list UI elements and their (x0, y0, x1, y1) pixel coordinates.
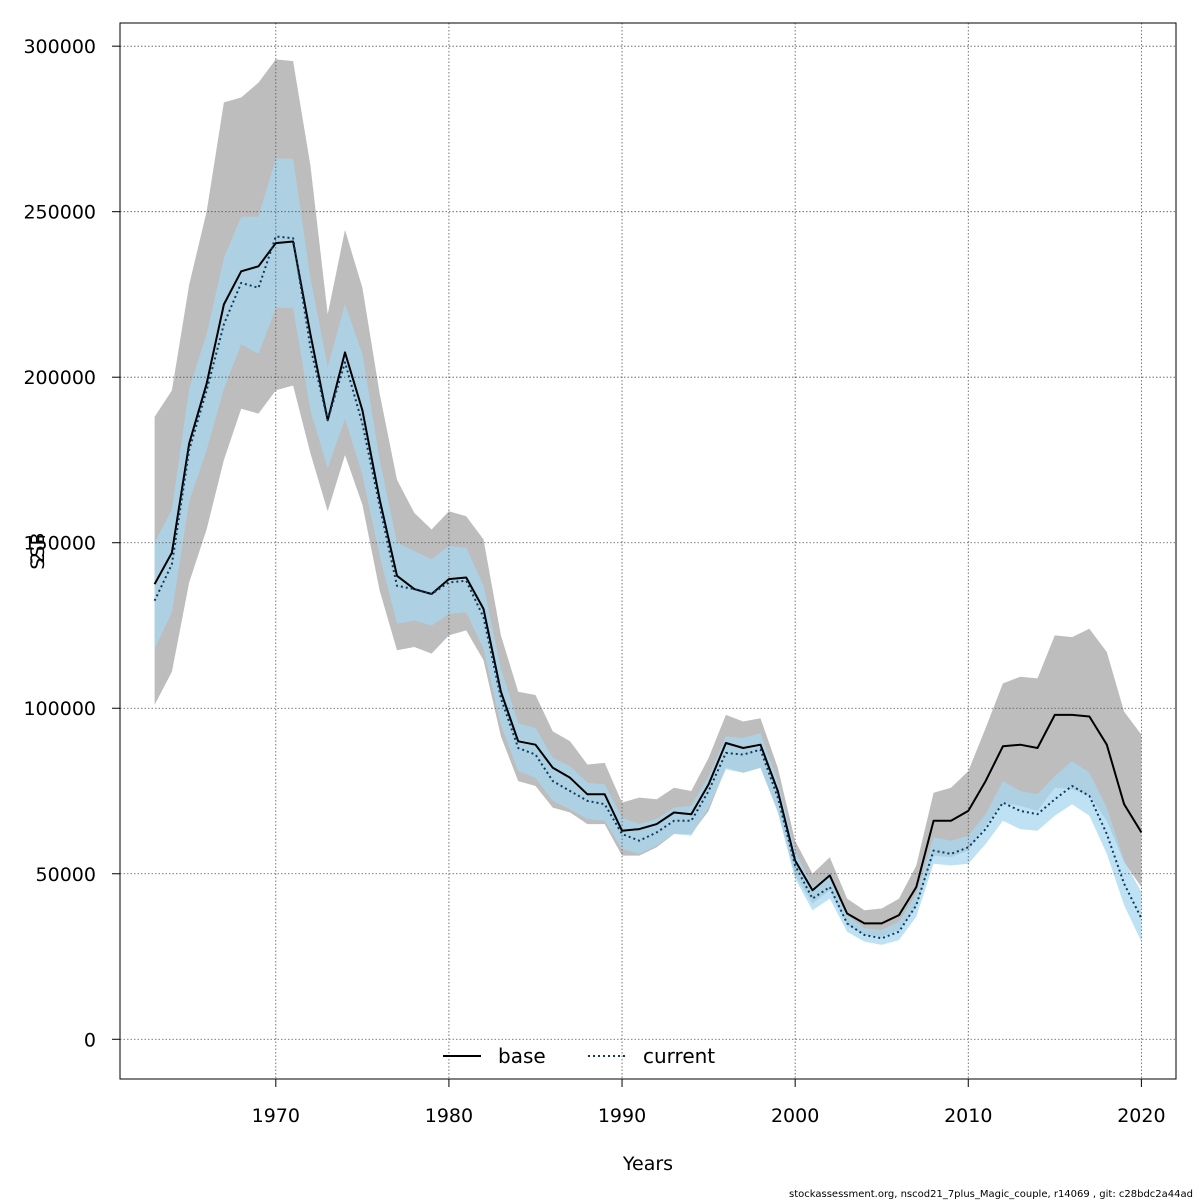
y-tick-label: 200000 (23, 367, 96, 389)
band-current (154, 158, 1142, 945)
legend: base current (443, 1044, 715, 1068)
footer-text: stockassessment.org, nscod21_7plus_Magic… (789, 1189, 1193, 1200)
x-tick-label: 2020 (1117, 1105, 1165, 1127)
axis-ticks: 1970 1980 1990 2000 2010 2020 0 50000 100000 1500… (23, 36, 1165, 1127)
x-tick-label: 1980 (425, 1105, 473, 1127)
y-tick-label: 150000 (23, 533, 96, 555)
y-tick-label: 300000 (23, 36, 96, 58)
series-line-base (153, 240, 1143, 925)
legend-label-current: current (643, 1044, 715, 1068)
y-tick-label: 250000 (23, 202, 96, 224)
series-lines (153, 235, 1143, 940)
y-tick-label: 0 (84, 1029, 96, 1051)
x-tick-label: 1970 (252, 1105, 300, 1127)
x-tick-label: 1990 (598, 1105, 646, 1127)
band-base (154, 59, 1142, 937)
confidence-bands (154, 59, 1142, 945)
y-tick-label: 50000 (36, 864, 96, 886)
y-axis-title: SSB (27, 532, 49, 569)
x-tick-label: 2000 (771, 1105, 819, 1127)
legend-label-base: base (498, 1044, 546, 1068)
y-tick-label: 100000 (23, 698, 96, 720)
grid-lines (120, 23, 1176, 1079)
series-line-current (153, 235, 1143, 940)
plot-frame (119, 22, 1177, 1080)
x-axis-title: Years (622, 1153, 673, 1175)
x-tick-label: 2010 (944, 1105, 992, 1127)
y-axis-title-overlay: 2 (27, 552, 49, 564)
